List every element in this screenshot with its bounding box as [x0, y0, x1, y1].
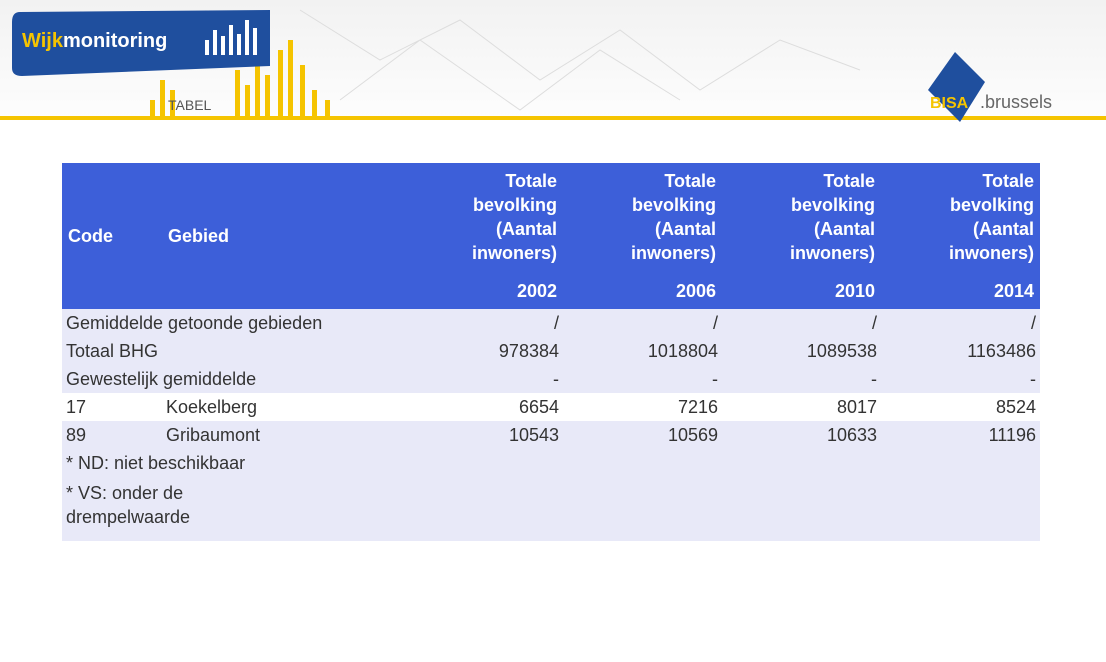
- column-label: Totale bevolking (Aantal inwoners): [471, 171, 557, 263]
- note: * VS: onder de drempelwaarde: [66, 483, 191, 527]
- column-header: Totale bevolking (Aantal inwoners) 2014: [881, 163, 1040, 309]
- cell: 1089538: [722, 337, 881, 365]
- cell: /: [404, 309, 563, 337]
- partner-logo: [928, 52, 985, 122]
- column-label: Totale bevolking (Aantal inwoners): [789, 171, 875, 263]
- cell: /: [881, 309, 1040, 337]
- brand: Wijkmonitoring: [22, 30, 167, 52]
- row-label: Totaal BHG: [62, 337, 404, 365]
- logo-bars: [205, 20, 257, 55]
- code: 17: [62, 393, 162, 421]
- column-label: Totale bevolking (Aantal inwoners): [630, 171, 716, 263]
- code: 89: [62, 421, 162, 449]
- notes-row: * ND: niet beschikbaar * VS: onder de dre…: [62, 449, 1040, 541]
- row-label: Gemiddelde getoonde gebieden: [62, 309, 404, 337]
- cell: 8524: [881, 393, 1040, 421]
- column-year: 2002: [516, 281, 557, 301]
- banner: Wijkmonitoring TABEL BISA .brussels: [0, 0, 1106, 122]
- cell: /: [563, 309, 722, 337]
- column-year: 2014: [993, 281, 1034, 301]
- code-header: Code: [62, 163, 162, 309]
- column-year: 2006: [675, 281, 716, 301]
- column-header: Totale bevolking (Aantal inwoners) 2006: [563, 163, 722, 309]
- summary-row: Gemiddelde getoonde gebieden / / / /: [62, 309, 1040, 337]
- cell: 1163486: [881, 337, 1040, 365]
- data-row: 17 Koekelberg 6654 7216 8017 8524: [62, 393, 1040, 421]
- section-label: TABEL: [168, 97, 212, 113]
- data-row: 89 Gribaumont 10543 10569 10633 11196: [62, 421, 1040, 449]
- banner-line: [0, 116, 1106, 120]
- cell: -: [722, 365, 881, 393]
- table: Code Gebied Totale bevolking (Aantal inwon…: [62, 163, 1040, 541]
- cell: -: [881, 365, 1040, 393]
- cell: 978384: [404, 337, 563, 365]
- partner: BISA: [930, 95, 969, 112]
- area: Gribaumont: [162, 421, 404, 449]
- bars: [150, 40, 330, 118]
- map-lines: [299, 9, 861, 111]
- cell: /: [722, 309, 881, 337]
- cell: 10633: [722, 421, 881, 449]
- cell: -: [404, 365, 563, 393]
- area: Koekelberg: [162, 393, 404, 421]
- notes: * ND: niet beschikbaar * VS: onder de dre…: [62, 449, 404, 541]
- brand-prefix: Wijk: [22, 30, 64, 52]
- column-header: Totale bevolking (Aantal inwoners) 2002: [404, 163, 563, 309]
- column-year: 2010: [834, 281, 875, 301]
- area-header: Gebied: [162, 163, 404, 309]
- cell: 10569: [563, 421, 722, 449]
- summary-row: Totaal BHG 978384 1018804 1089538 1163486: [62, 337, 1040, 365]
- logo-box: [12, 10, 270, 76]
- brand-suffix: monitoring: [63, 30, 167, 52]
- cell: 6654: [404, 393, 563, 421]
- row-label: Gewestelijk gemiddelde: [62, 365, 404, 393]
- cell: 11196: [881, 421, 1040, 449]
- cell: 8017: [722, 393, 881, 421]
- partner-name: BISA: [930, 95, 969, 112]
- header-row: Code Gebied Totale bevolking (Aantal inwon…: [62, 163, 1040, 309]
- cell: 1018804: [563, 337, 722, 365]
- cell: 7216: [563, 393, 722, 421]
- column-header: Totale bevolking (Aantal inwoners) 2010: [722, 163, 881, 309]
- note: * ND: niet beschikbaar: [66, 453, 246, 473]
- cell: 10543: [404, 421, 563, 449]
- partner-suffix: .brussels: [980, 92, 1052, 112]
- summary-row: Gewestelijk gemiddelde - - - -: [62, 365, 1040, 393]
- cell: -: [563, 365, 722, 393]
- notes-fill: [404, 449, 1040, 541]
- column-label: Totale bevolking (Aantal inwoners): [948, 171, 1034, 263]
